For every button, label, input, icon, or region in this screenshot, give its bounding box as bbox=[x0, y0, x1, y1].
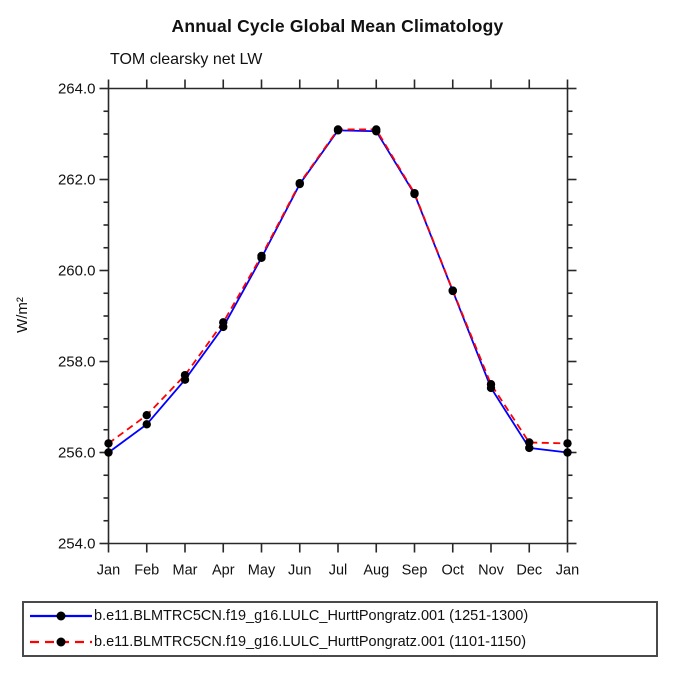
y-tick-label: 264.0 bbox=[58, 81, 96, 98]
legend-label-series1: b.e11.BLMTRC5CN.f19_g16.LULC_HurttPongra… bbox=[94, 608, 529, 624]
chart-title: Annual Cycle Global Mean Climatology bbox=[171, 16, 504, 36]
data-point-marker bbox=[219, 318, 228, 327]
x-tick-label: Oct bbox=[441, 563, 464, 579]
series-line-1 bbox=[107, 129, 568, 454]
data-point-marker bbox=[180, 370, 190, 380]
y-axis-ticks: 254.0 256.0 258.0 260.0 262.0 264.0 bbox=[58, 81, 577, 553]
y-tick-label: 260.0 bbox=[58, 263, 96, 280]
legend-item-series1: b.e11.BLMTRC5CN.f19_g16.LULC_HurttPongra… bbox=[24, 603, 656, 629]
x-tick-label: Feb bbox=[134, 563, 159, 579]
series-line-2 bbox=[107, 128, 568, 445]
legend-box: b.e11.BLMTRC5CN.f19_g16.LULC_HurttPongra… bbox=[22, 601, 658, 657]
y-tick-label: 262.0 bbox=[58, 172, 96, 189]
data-point-marker bbox=[410, 188, 419, 198]
legend-line-sample-solid bbox=[30, 611, 92, 621]
legend-line-sample-dashed bbox=[30, 637, 92, 647]
y-tick-label: 258.0 bbox=[58, 354, 96, 371]
series-markers-2 bbox=[104, 125, 572, 448]
x-tick-label: Sep bbox=[402, 563, 428, 579]
data-point-marker bbox=[142, 420, 151, 429]
x-tick-label: Nov bbox=[478, 563, 505, 579]
y-tick-label: 256.0 bbox=[58, 445, 96, 462]
plot-frame bbox=[107, 87, 569, 545]
x-tick-label: Jun bbox=[288, 563, 311, 579]
legend-item-series2: b.e11.BLMTRC5CN.f19_g16.LULC_HurttPongra… bbox=[24, 629, 656, 655]
data-point-marker bbox=[104, 448, 113, 457]
x-tick-label: Aug bbox=[363, 563, 389, 579]
data-point-marker bbox=[486, 380, 496, 389]
series-markers-1 bbox=[104, 126, 572, 457]
data-point-marker bbox=[563, 439, 572, 448]
data-point-marker bbox=[563, 448, 572, 457]
x-tick-label: Jan bbox=[97, 563, 120, 579]
data-point-marker bbox=[448, 286, 457, 295]
legend-label-series2: b.e11.BLMTRC5CN.f19_g16.LULC_HurttPongra… bbox=[94, 634, 527, 650]
data-point-marker bbox=[257, 251, 266, 261]
data-point-marker bbox=[372, 125, 381, 134]
chart-subtitle: TOM clearsky net LW bbox=[110, 51, 263, 68]
data-point-marker bbox=[333, 125, 343, 134]
data-point-marker bbox=[295, 178, 304, 188]
y-tick-label: 254.0 bbox=[58, 536, 96, 553]
x-tick-label: May bbox=[248, 563, 276, 579]
x-tick-label: Mar bbox=[173, 563, 198, 579]
x-tick-label: Jul bbox=[329, 563, 348, 579]
data-point-marker bbox=[104, 439, 113, 448]
x-axis-ticks: Jan Feb Mar Apr May Jun Jul Aug Sep Oct Nov Dec Jan bbox=[97, 79, 579, 579]
legend-marker-dot bbox=[56, 611, 66, 621]
data-point-marker bbox=[142, 410, 151, 420]
x-tick-label: Dec bbox=[516, 563, 542, 579]
x-tick-label: Apr bbox=[212, 563, 235, 579]
data-point-marker bbox=[525, 438, 534, 447]
x-tick-label: Jan bbox=[556, 563, 579, 579]
legend-marker-dot bbox=[56, 637, 66, 647]
